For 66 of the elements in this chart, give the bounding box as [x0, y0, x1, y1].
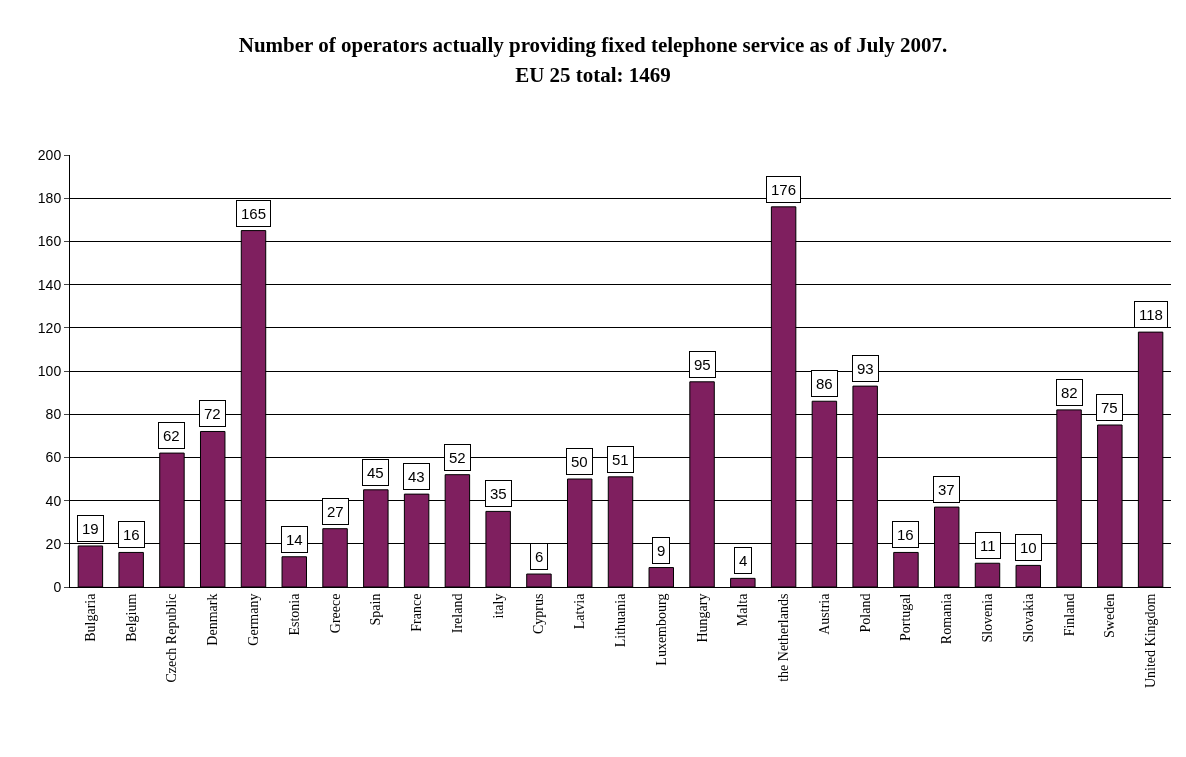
x-tick-label: Ireland	[449, 593, 465, 634]
x-tick-label: Finland	[1061, 593, 1077, 637]
data-label: 10	[1020, 539, 1037, 556]
data-label: 165	[241, 205, 267, 222]
y-tick-label: 180	[37, 190, 62, 207]
x-tick-label: Belgium	[123, 593, 139, 642]
y-tick-label: 140	[37, 276, 62, 293]
x-tick-label: Hungary	[694, 593, 710, 643]
data-label: 52	[449, 449, 466, 466]
data-label: 95	[694, 356, 711, 373]
data-label: 16	[897, 526, 914, 543]
y-tick-label: 40	[45, 492, 62, 509]
data-label: 11	[980, 537, 996, 554]
x-tick-label: United Kingdom	[1143, 593, 1159, 689]
data-label: 6	[535, 548, 544, 565]
y-tick-label: 100	[37, 362, 62, 379]
x-tick-label: the Netherlands	[776, 593, 792, 682]
data-label: 176	[771, 181, 797, 198]
x-tick-label: France	[409, 593, 425, 632]
x-tick-label: italy	[490, 593, 506, 619]
chart-title: Number of operators actually providing fixed telephone service as of July 2007. EU 25 total: 1469	[237, 32, 949, 89]
data-label: 50	[571, 453, 588, 470]
data-label: 14	[286, 531, 303, 548]
x-tick-label: Lithuania	[613, 592, 629, 648]
x-tick-label: Austria	[816, 592, 832, 635]
y-tick-label: 0	[53, 578, 62, 595]
x-tick-label: Portugal	[898, 593, 914, 642]
x-tick-label: Sweden	[1102, 593, 1118, 638]
y-tick-label: 60	[45, 449, 62, 466]
data-label: 43	[408, 468, 425, 485]
x-tick-label: Bulgaria	[82, 592, 98, 642]
data-label: 62	[163, 427, 180, 444]
data-label: 16	[123, 526, 140, 543]
x-tick-label: Spain	[368, 593, 384, 626]
x-tick-label: Greece	[327, 593, 343, 634]
data-label: 4	[739, 552, 748, 569]
x-tick-label: Luxembourg	[653, 593, 669, 666]
data-label: 72	[204, 405, 221, 422]
y-tick-label: 200	[37, 146, 62, 163]
x-tick-label: Slovenia	[980, 592, 996, 643]
data-label: 75	[1101, 399, 1118, 416]
x-tick-label: Denmark	[205, 593, 221, 646]
x-tick-label: Germany	[246, 593, 262, 646]
y-tick-label: 120	[37, 319, 62, 336]
x-tick-label: Czech Republic	[164, 593, 180, 683]
data-label: 27	[327, 503, 344, 520]
data-label: 51	[612, 451, 629, 468]
x-tick-label: Poland	[857, 593, 873, 633]
x-tick-label: Malta	[735, 592, 751, 627]
data-label: 35	[490, 485, 507, 502]
x-tick-label: Slovakia	[1020, 592, 1036, 643]
x-tick-label: Latvia	[572, 592, 588, 630]
x-tick-label: Romania	[939, 592, 955, 645]
y-tick-label: 80	[45, 406, 62, 423]
data-label: 82	[1061, 384, 1078, 401]
data-label: 118	[1139, 306, 1163, 323]
data-label: 93	[857, 360, 874, 377]
data-label: 19	[82, 520, 99, 537]
x-tick-label: Estonia	[286, 592, 302, 636]
y-tick-label: 160	[37, 233, 62, 250]
data-label: 9	[657, 542, 666, 559]
data-label: 37	[938, 481, 955, 498]
x-tick-label: Cyprus	[531, 593, 547, 635]
y-tick-label: 20	[45, 535, 62, 552]
data-label: 86	[816, 375, 833, 392]
data-label: 45	[367, 464, 384, 481]
